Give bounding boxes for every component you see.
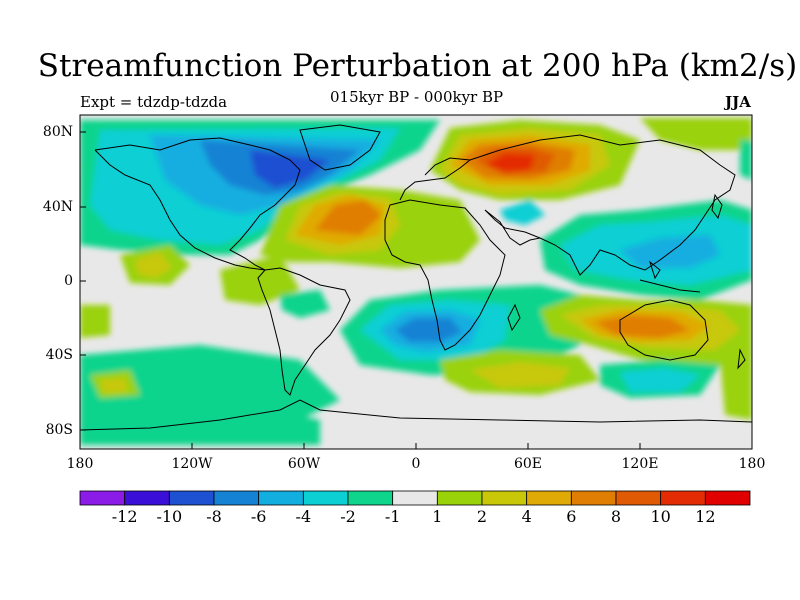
lon-label-120e: 120E: [621, 456, 659, 472]
colorbar-swatch: [302, 490, 349, 506]
lat-label-eq: 0: [64, 273, 73, 289]
colorbar-swatch: [213, 490, 260, 506]
colorbar-swatch: [168, 490, 215, 506]
experiment-label: Expt = tdzdp-tdzda: [80, 93, 228, 111]
colorbar-tick-label: -8: [206, 507, 222, 526]
lat-label-40n: 40N: [42, 199, 73, 215]
colorbar-tick-label: 2: [476, 507, 488, 526]
plot-frame: [79, 114, 753, 450]
colorbar-tick-label: 4: [521, 507, 532, 526]
colorbar-tick-label: 12: [695, 507, 716, 526]
colorbar-swatch: [481, 490, 528, 506]
colorbar-tick-label: 6: [566, 507, 577, 526]
lat-label-80n: 80N: [42, 124, 73, 140]
colorbar-swatch: [615, 490, 662, 506]
lon-label-0: 0: [411, 456, 421, 472]
colorbar-tick-label: 1: [432, 507, 443, 526]
colorbar-tick-label: -2: [340, 507, 356, 526]
lat-label-40s: 40S: [45, 347, 73, 363]
colorbar-swatch: [347, 490, 394, 506]
colorbar-tick-label: -12: [111, 507, 138, 526]
plot-subtitle: 015kyr BP - 000kyr BP: [330, 88, 504, 106]
season-label: JJA: [725, 93, 751, 111]
lon-label-60w: 60W: [287, 456, 321, 472]
colorbar-tick-label: -10: [156, 507, 183, 526]
colorbar: [79, 490, 751, 506]
lat-label-80s: 80S: [45, 422, 73, 438]
colorbar-tick-label: -6: [250, 507, 267, 526]
lon-label-180w: 180: [66, 456, 94, 472]
plot-title: Streamfunction Perturbation at 200 hPa (…: [37, 48, 798, 84]
contour-field: [80, 115, 752, 449]
colorbar-swatch: [704, 490, 751, 506]
colorbar-swatch: [79, 490, 126, 506]
lon-label-180e: 180: [738, 456, 766, 472]
colorbar-swatch: [570, 490, 617, 506]
colorbar-tick-label: -1: [384, 507, 401, 526]
lon-label-120w: 120W: [171, 456, 213, 472]
colorbar-swatch: [660, 490, 706, 506]
colorbar-swatch: [392, 490, 438, 506]
colorbar-swatch: [436, 490, 483, 506]
colorbar-tick-label: 8: [610, 507, 622, 526]
lon-label-60e: 60E: [513, 456, 543, 472]
colorbar-swatch: [526, 490, 572, 506]
colorbar-swatch: [258, 490, 304, 506]
colorbar-swatch: [124, 490, 170, 506]
colorbar-tick-label: -4: [295, 507, 312, 526]
colorbar-tick-label: 10: [650, 507, 671, 526]
